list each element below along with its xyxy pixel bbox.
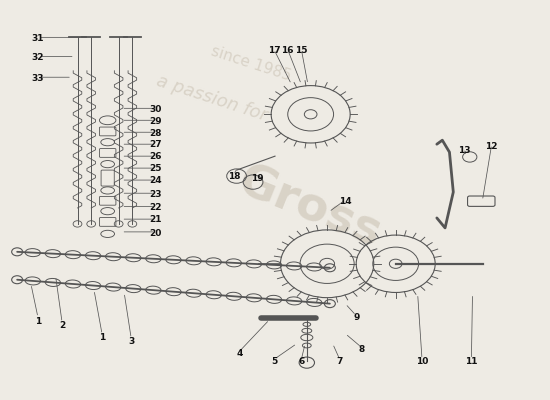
Text: 25: 25 — [149, 164, 162, 174]
Text: 28: 28 — [149, 128, 162, 138]
Text: 30: 30 — [149, 105, 162, 114]
Text: 9: 9 — [353, 313, 359, 322]
Text: 29: 29 — [149, 116, 162, 126]
Text: 10: 10 — [416, 357, 428, 366]
Text: 26: 26 — [149, 152, 162, 162]
Text: 11: 11 — [465, 357, 477, 366]
Text: 13: 13 — [458, 146, 470, 155]
Text: 6: 6 — [298, 357, 305, 366]
Text: a passion for: a passion for — [155, 71, 270, 124]
Text: 14: 14 — [339, 198, 351, 206]
Text: 3: 3 — [128, 337, 134, 346]
Text: 23: 23 — [149, 190, 162, 198]
Text: 7: 7 — [337, 357, 343, 366]
Text: 27: 27 — [149, 140, 162, 150]
Text: 5: 5 — [271, 357, 277, 366]
Text: 1: 1 — [99, 333, 105, 342]
Text: 32: 32 — [32, 53, 44, 62]
Text: 8: 8 — [359, 345, 365, 354]
Text: 21: 21 — [149, 216, 162, 224]
Text: 18: 18 — [228, 172, 240, 180]
Text: 1: 1 — [35, 317, 41, 326]
Text: since 1985: since 1985 — [209, 43, 293, 84]
Text: 20: 20 — [149, 229, 162, 238]
Text: 12: 12 — [486, 142, 498, 151]
Text: 19: 19 — [251, 174, 264, 182]
Text: 33: 33 — [32, 74, 44, 83]
Text: 16: 16 — [282, 46, 294, 55]
Text: 24: 24 — [149, 176, 162, 185]
Text: Gross: Gross — [231, 159, 388, 257]
Text: 4: 4 — [236, 349, 243, 358]
Text: 2: 2 — [59, 321, 65, 330]
Text: 17: 17 — [268, 46, 280, 55]
Text: 22: 22 — [149, 203, 162, 212]
Text: 15: 15 — [295, 46, 307, 55]
Text: 31: 31 — [32, 34, 44, 43]
